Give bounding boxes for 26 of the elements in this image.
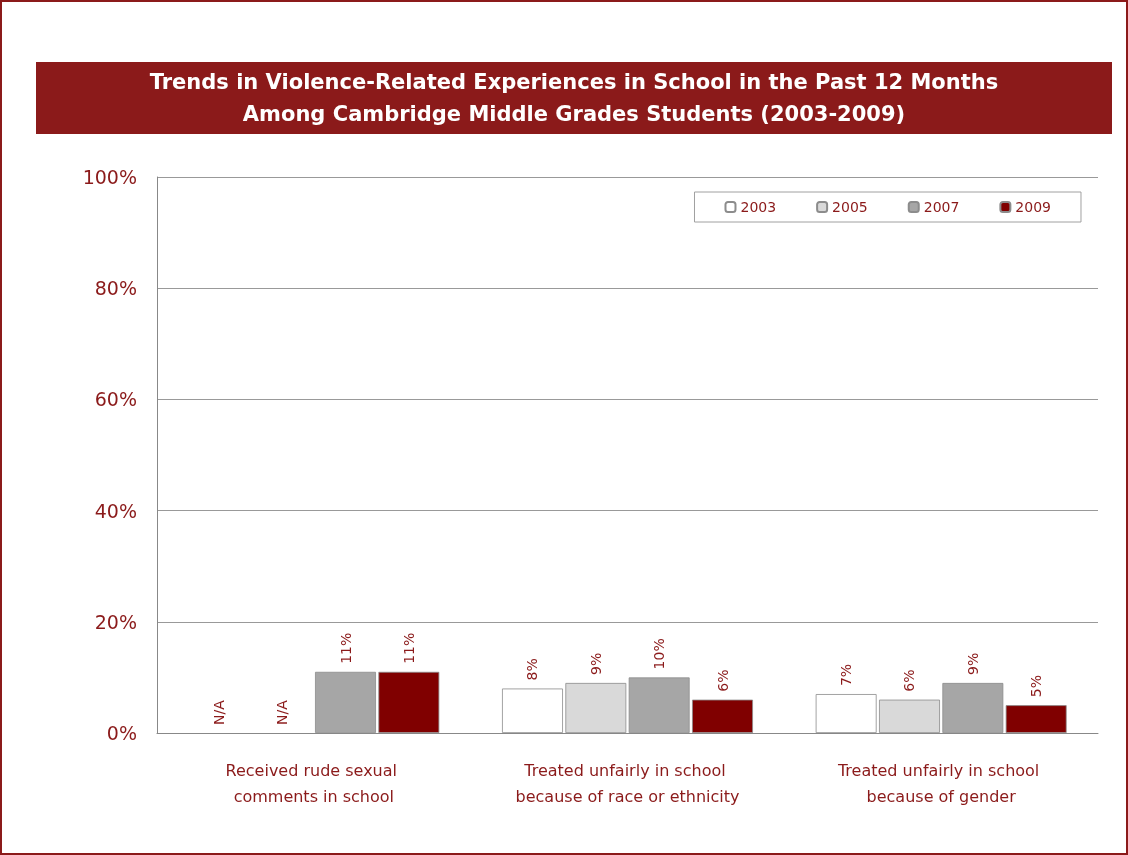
chart-title: Trends in Violence-Related Experiences in School in the Past 12 Months Among Cambridge Middle Grades Students (2003-2009) bbox=[36, 62, 1112, 134]
y-tick-label: 20% bbox=[94, 610, 137, 633]
y-tick-label: 60% bbox=[94, 388, 137, 411]
y-tick-label: 40% bbox=[94, 499, 137, 522]
legend-label: 2003 bbox=[740, 199, 777, 215]
legend-label: 2007 bbox=[923, 199, 960, 215]
legend-label: 2005 bbox=[832, 199, 868, 215]
data-label: 6% bbox=[901, 669, 918, 692]
y-tick-label: 0% bbox=[106, 722, 137, 744]
data-label: 9% bbox=[964, 652, 981, 675]
data-label: 8% bbox=[524, 658, 541, 681]
y-tick-label: 80% bbox=[94, 277, 137, 300]
legend-label: 2009 bbox=[1015, 199, 1052, 215]
text: N/A bbox=[274, 700, 291, 725]
data-label: 5% bbox=[1028, 674, 1045, 698]
data-label: 6% bbox=[714, 669, 731, 692]
y-tick-label: 100% bbox=[82, 166, 137, 188]
data-label: 11% bbox=[337, 632, 354, 664]
x-tick-label: Treated unfairly in school because of race or ethnicity bbox=[515, 760, 740, 806]
x-tick-label: Treated unfairly in school because of gender bbox=[836, 760, 1045, 806]
data-label: 10% bbox=[651, 638, 668, 670]
data-label: 11% bbox=[400, 632, 417, 664]
x-tick-label: Received rude sexual comments in school bbox=[225, 760, 403, 806]
data-label: 7% bbox=[838, 663, 855, 687]
text: N/A bbox=[210, 700, 227, 725]
data-label: 9% bbox=[587, 652, 604, 675]
